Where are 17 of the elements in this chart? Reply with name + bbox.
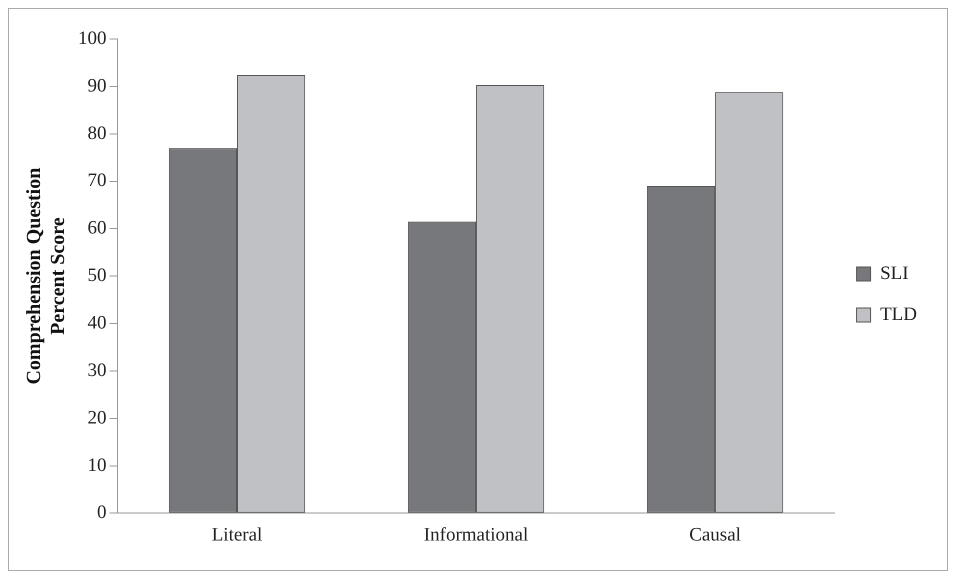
x-tick-label: Literal — [212, 524, 262, 546]
y-tick-label: 80 — [88, 122, 106, 144]
y-tick-label: 90 — [88, 75, 106, 96]
y-tick-label: 100 — [78, 28, 106, 49]
legend-label: SLI — [880, 262, 909, 284]
y-tick-label: 50 — [88, 265, 106, 286]
y-tick-label: 10 — [88, 454, 106, 476]
y-axis-title: Comprehension Question Percent Score — [23, 168, 70, 385]
x-tick-label: Causal — [689, 524, 741, 546]
y-tick-label: 70 — [88, 170, 106, 192]
x-tick-label: Informational — [424, 524, 528, 546]
legend-label: TLD — [880, 304, 918, 325]
y-tick-label: 30 — [88, 360, 106, 381]
y-tick-label: 0 — [97, 502, 106, 524]
y-tick-label: 20 — [88, 407, 106, 428]
y-tick-label: 60 — [88, 218, 106, 239]
y-tick-label: 40 — [88, 312, 106, 334]
